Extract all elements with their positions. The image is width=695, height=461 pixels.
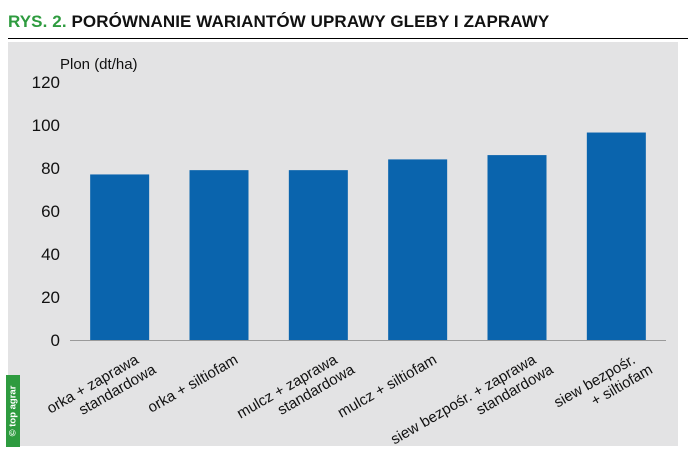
x-tick-label: orka + siltiofam bbox=[145, 351, 241, 416]
bar bbox=[587, 133, 646, 340]
bar bbox=[190, 170, 249, 340]
source-text: © top agrar bbox=[8, 386, 19, 437]
x-tick-label: mulcz + zaprawastandardowa bbox=[234, 346, 358, 437]
figure-number: RYS. 2. bbox=[8, 12, 67, 31]
figure-title: RYS. 2. PORÓWNANIE WARIANTÓW UPRAWY GLEB… bbox=[8, 12, 549, 32]
y-tick-label: 60 bbox=[41, 202, 60, 221]
y-tick-label: 40 bbox=[41, 245, 60, 264]
bar bbox=[388, 159, 447, 340]
y-tick-label: 100 bbox=[32, 116, 60, 135]
x-tick-label: orka + zaprawastandardowa bbox=[44, 346, 160, 432]
y-tick-label: 0 bbox=[51, 331, 60, 350]
y-tick-label: 80 bbox=[41, 159, 60, 178]
x-tick-label-line: mulcz + siltiofam bbox=[335, 351, 440, 421]
bar bbox=[289, 170, 348, 340]
figure-title-text: PORÓWNANIE WARIANTÓW UPRAWY GLEBY I ZAPR… bbox=[71, 12, 549, 31]
source-badge: © top agrar bbox=[6, 375, 20, 447]
figure-header: RYS. 2. PORÓWNANIE WARIANTÓW UPRAWY GLEB… bbox=[8, 8, 688, 39]
x-tick-label-line: orka + siltiofam bbox=[145, 351, 241, 416]
x-tick-label: siew bezpośr.+ siltiofam bbox=[551, 346, 655, 426]
y-axis-label: Plon (dt/ha) bbox=[60, 56, 138, 73]
bar-chart: Plon (dt/ha) 0 20 40 60 80 100 120 orka + zapraw… bbox=[8, 42, 678, 446]
y-tick-label: 20 bbox=[41, 288, 60, 307]
y-tick-label: 120 bbox=[32, 73, 60, 92]
chart-panel: Plon (dt/ha) 0 20 40 60 80 100 120 orka + zapraw… bbox=[8, 42, 678, 446]
x-tick-label: mulcz + siltiofam bbox=[335, 351, 440, 421]
bar bbox=[90, 174, 149, 340]
bar bbox=[488, 155, 547, 340]
